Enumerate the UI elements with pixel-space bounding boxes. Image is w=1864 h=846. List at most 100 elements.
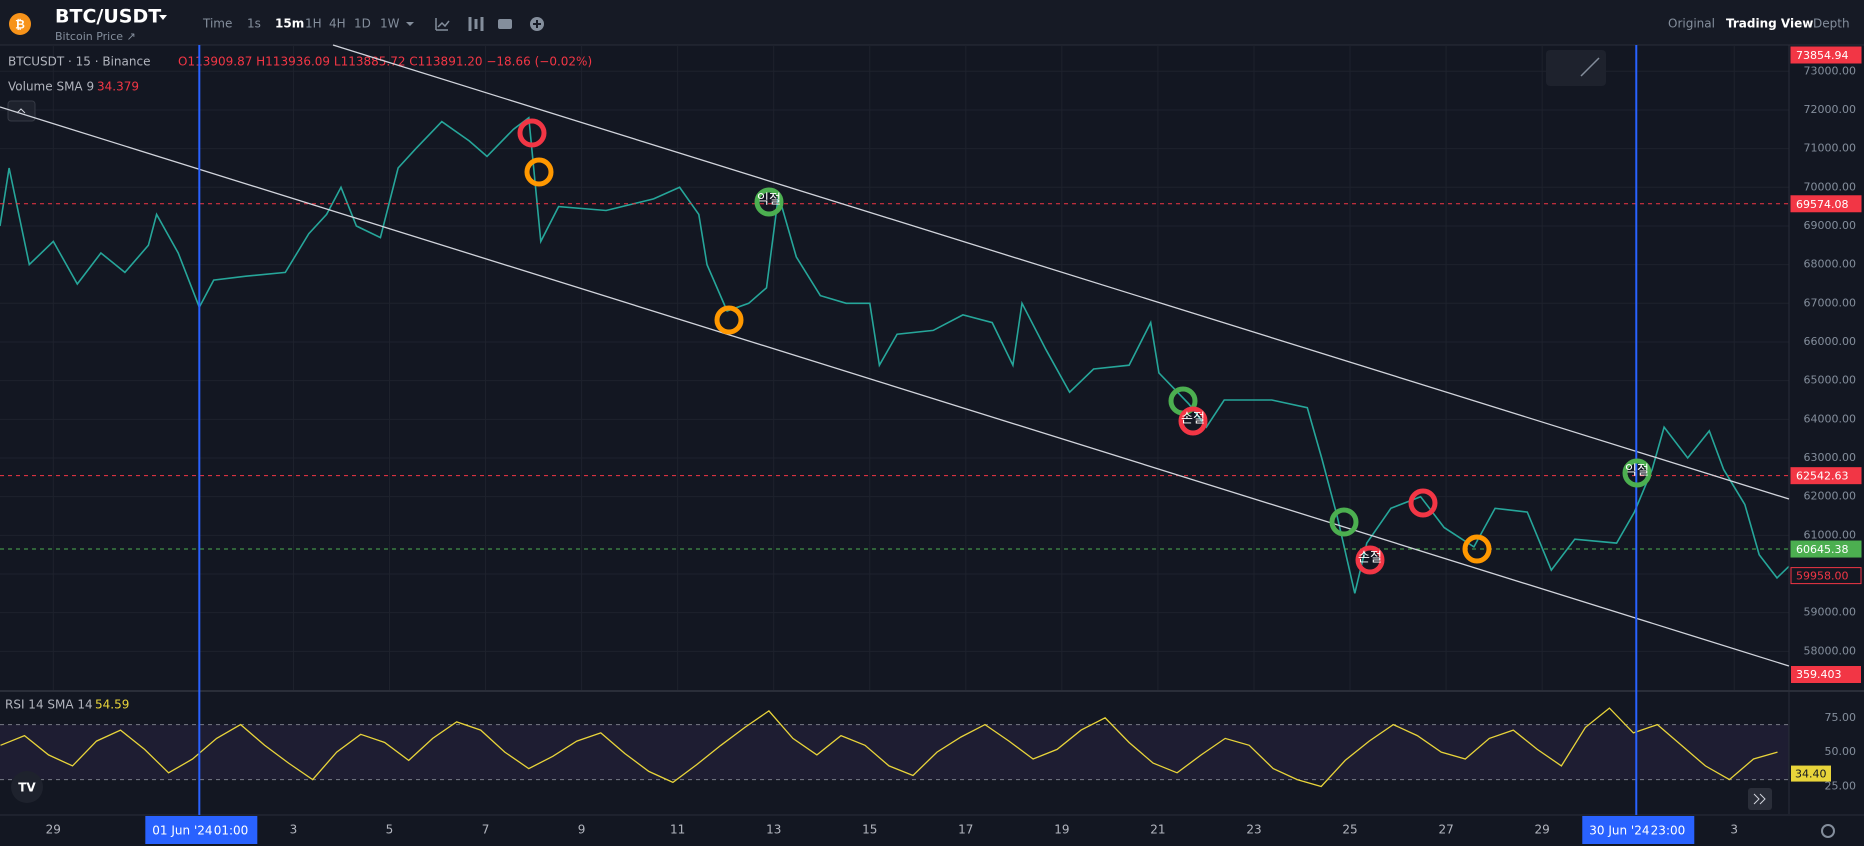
rsi-pane: 25.00 50.00 75.00 34.40 bbox=[0, 707, 1857, 793]
y-tick-label: 50.00 bbox=[1825, 745, 1857, 758]
trade-label: 익절 bbox=[757, 193, 781, 208]
interval[interactable]: 1W bbox=[380, 17, 400, 31]
channel-lower bbox=[0, 106, 1790, 667]
cursor-time: 01:00 bbox=[214, 824, 249, 838]
rsi-value: 54.59 bbox=[95, 698, 129, 712]
price-pane: 58000.0059000.0060000.0061000.0062000.00… bbox=[0, 45, 1862, 690]
x-tick-label: 15 bbox=[862, 823, 877, 837]
x-tick-label: 5 bbox=[386, 823, 394, 837]
trade-marker bbox=[1329, 507, 1359, 537]
interval[interactable]: 1D bbox=[354, 17, 371, 31]
x-tick-label: 9 bbox=[578, 823, 586, 837]
scroll-arrows bbox=[1753, 793, 1766, 805]
y-tick-label: 67000.00 bbox=[1804, 296, 1857, 309]
trade-marker bbox=[1622, 458, 1652, 488]
volume-tag bbox=[1791, 666, 1861, 683]
top-bar bbox=[0, 0, 1864, 45]
y-tick-label: 68000.00 bbox=[1804, 258, 1857, 271]
view-tab[interactable]: Depth bbox=[1813, 17, 1850, 31]
trade-marker bbox=[524, 157, 554, 187]
trade-marker bbox=[517, 118, 547, 148]
x-tick-label: 27 bbox=[1438, 823, 1453, 837]
more-intervals[interactable] bbox=[406, 22, 414, 26]
interval[interactable]: 15m bbox=[275, 17, 304, 31]
interval[interactable]: 1s bbox=[247, 17, 261, 31]
rsi-label: RSI 14 SMA 14 bbox=[5, 698, 93, 712]
price-tag-text: 69574.08 bbox=[1796, 198, 1849, 211]
y-tick-label: 66000.00 bbox=[1804, 335, 1857, 348]
settings-icon[interactable] bbox=[1821, 824, 1835, 838]
coin-logo bbox=[9, 13, 31, 35]
y-tick-label: 71000.00 bbox=[1804, 142, 1857, 155]
instrument: BTCUSDT · 15 · Binance bbox=[8, 55, 150, 69]
price-line bbox=[0, 116, 1790, 594]
tv-logo-glyph: TV bbox=[18, 781, 36, 795]
x-tick-label: 25 bbox=[1342, 823, 1357, 837]
interval[interactable]: Time bbox=[202, 17, 232, 31]
snapshot-icon[interactable] bbox=[498, 19, 512, 29]
coin-logo-glyph: ₿ bbox=[15, 18, 25, 32]
trendline-tool[interactable] bbox=[1580, 57, 1600, 77]
rsi-band bbox=[0, 724, 1789, 780]
view-tab[interactable]: Original bbox=[1668, 17, 1715, 31]
trade-marker bbox=[1355, 545, 1385, 575]
price-tag bbox=[1790, 540, 1862, 558]
rsi-tag-text: 34.40 bbox=[1795, 768, 1827, 781]
symbol-dropdown[interactable] bbox=[159, 15, 167, 20]
chart-type-icon[interactable] bbox=[468, 17, 484, 31]
interval[interactable]: 4H bbox=[329, 17, 346, 31]
trade-label: 손절 bbox=[1358, 551, 1382, 566]
interval-bar: Time 1s 15m 1H 4H 1D 1W bbox=[202, 17, 400, 31]
price-tag-text: 73854.94 bbox=[1796, 49, 1849, 62]
y-tick-label: 73000.00 bbox=[1804, 64, 1857, 77]
view-switch: Original Trading View Depth bbox=[1668, 17, 1850, 31]
view-tab[interactable]: Trading View bbox=[1726, 17, 1813, 31]
y-tick-label: 64000.00 bbox=[1804, 412, 1857, 425]
x-tick-label: 7 bbox=[482, 823, 490, 837]
x-tick-label: 11 bbox=[670, 823, 685, 837]
interval[interactable]: 1H bbox=[305, 17, 322, 31]
subtitle[interactable]: Bitcoin Price ↗ bbox=[55, 30, 136, 43]
drawing-toolbar[interactable] bbox=[1546, 50, 1606, 86]
y-tick-label: 72000.00 bbox=[1804, 103, 1857, 116]
price-tag bbox=[1790, 567, 1862, 585]
x-tick-label: 21 bbox=[1150, 823, 1165, 837]
price-tag-text: 60645.38 bbox=[1796, 543, 1849, 556]
x-tick-label: 3 bbox=[1730, 823, 1738, 837]
trade-marker bbox=[1178, 406, 1208, 436]
x-tick-label: 17 bbox=[958, 823, 973, 837]
tv-logo[interactable] bbox=[11, 771, 43, 803]
scroll-button[interactable] bbox=[1748, 788, 1772, 810]
price-tag bbox=[1790, 195, 1862, 213]
y-tick-label: 62000.00 bbox=[1804, 490, 1857, 503]
y-tick-label: 58000.00 bbox=[1804, 644, 1857, 657]
trade-marker bbox=[1462, 534, 1492, 564]
price-tag bbox=[1790, 467, 1862, 485]
y-tick-label: 61000.00 bbox=[1804, 528, 1857, 541]
indicator-icon[interactable] bbox=[435, 18, 450, 31]
cursor-time: 23:00 bbox=[1651, 824, 1686, 838]
price-tag-text: 59958.00 bbox=[1796, 570, 1849, 583]
volume-tag-text: 359.403 bbox=[1796, 668, 1842, 681]
x-tick-label: 23 bbox=[1246, 823, 1261, 837]
cursor-date: 01 Jun '24 bbox=[152, 824, 212, 838]
y-tick-label: 65000.00 bbox=[1804, 374, 1857, 387]
cursor-date: 30 Jun '24 bbox=[1589, 824, 1649, 838]
trade-label: 손절 bbox=[1181, 412, 1205, 427]
price-tag bbox=[1790, 46, 1862, 64]
trade-marker bbox=[754, 187, 784, 217]
rsi-tag bbox=[1791, 765, 1831, 782]
symbol[interactable]: BTC/USDT bbox=[55, 6, 161, 28]
collapse-arrow bbox=[16, 108, 26, 114]
y-tick-label: 70000.00 bbox=[1804, 180, 1857, 193]
price-tag-text: 62542.63 bbox=[1796, 470, 1849, 483]
trade-marker bbox=[714, 305, 744, 335]
y-tick-label: 59000.00 bbox=[1804, 606, 1857, 619]
y-tick-label: 63000.00 bbox=[1804, 451, 1857, 464]
x-tick-label: 29 bbox=[46, 823, 61, 837]
cursor-tag bbox=[145, 816, 258, 844]
y-tick-label: 69000.00 bbox=[1804, 219, 1857, 232]
